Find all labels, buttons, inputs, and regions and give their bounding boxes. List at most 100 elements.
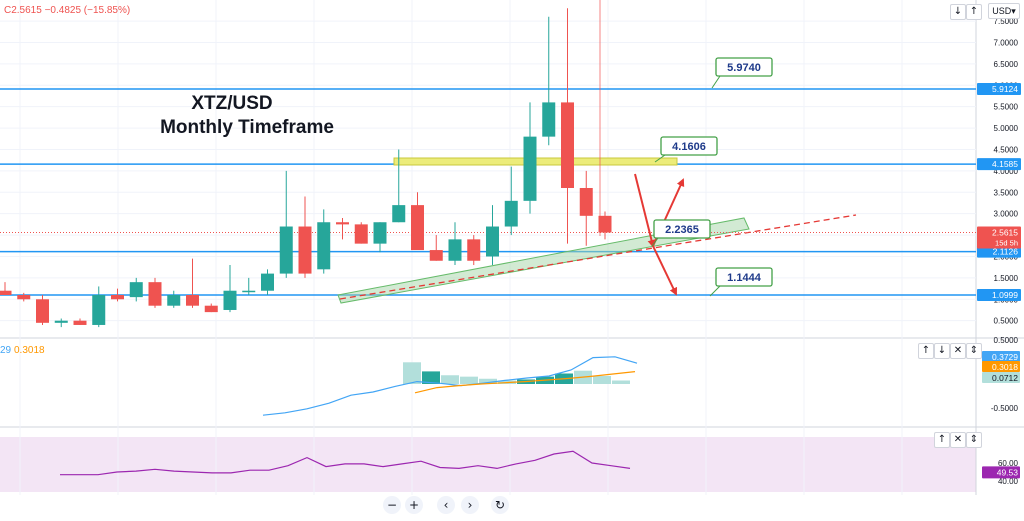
callout-box bbox=[715, 57, 773, 77]
rsi-axis-tick: 40.00 bbox=[998, 477, 1019, 486]
macd-pane bbox=[262, 356, 638, 416]
drawings[interactable] bbox=[0, 0, 976, 304]
red-arrow-down-to-support bbox=[634, 173, 656, 248]
price-axis-tick: 7.0000 bbox=[994, 38, 1019, 47]
level-price-label: 5.9124 bbox=[992, 84, 1018, 94]
bearish-candle bbox=[336, 222, 349, 225]
arrow-up-icon[interactable]: ↑ bbox=[966, 4, 982, 20]
bullish-candle bbox=[504, 200, 518, 227]
callout-box bbox=[660, 136, 718, 156]
close-icon[interactable]: ✕ bbox=[950, 432, 966, 448]
bearish-candle bbox=[598, 215, 612, 233]
level-price-badge bbox=[977, 158, 1021, 171]
macd-axis-tick: 0.5000 bbox=[994, 336, 1019, 345]
scroll-left-icon[interactable]: ‹ bbox=[437, 496, 455, 514]
bullish-candle bbox=[223, 290, 237, 310]
bearish-candle bbox=[298, 226, 312, 274]
bullish-candle bbox=[392, 205, 406, 223]
macd-value-badge bbox=[982, 351, 1020, 362]
macd-histogram-bar bbox=[422, 371, 440, 384]
macd-histogram-bar bbox=[403, 362, 421, 384]
bearish-candle bbox=[73, 320, 87, 325]
collapse-icon[interactable]: ⇕ bbox=[966, 343, 982, 359]
bearish-candle bbox=[186, 295, 199, 306]
level-price-label: 1.0999 bbox=[992, 290, 1018, 300]
bullish-candle bbox=[317, 222, 331, 270]
macd-value-label: 0.0712 bbox=[992, 373, 1018, 383]
price-axis-tick: 1.5000 bbox=[994, 274, 1019, 283]
bearish-candle bbox=[36, 299, 49, 323]
chart-title: XTZ/USD Monthly Timeframe bbox=[160, 93, 334, 138]
bullish-candle bbox=[486, 226, 499, 257]
bullish-candle bbox=[92, 295, 106, 325]
rsi-pane-background bbox=[0, 437, 976, 492]
bullish-candle bbox=[448, 239, 462, 261]
zoom-in-icon[interactable]: + bbox=[405, 496, 423, 514]
last-price-label: 2.5615 bbox=[992, 227, 1018, 237]
bullish-candle bbox=[279, 226, 293, 274]
title-line-1: XTZ/USD bbox=[191, 93, 272, 114]
drawings-front[interactable]: 5.9740 4.1606 2.2365 1.1444 bbox=[634, 57, 773, 297]
rsi-line bbox=[60, 450, 631, 476]
level-price-badge bbox=[977, 289, 1021, 302]
bearish-candle bbox=[579, 188, 593, 216]
reset-icon[interactable]: ↻ bbox=[491, 496, 509, 514]
price-axis-tick: 5.0000 bbox=[994, 124, 1019, 133]
bearish-candle bbox=[111, 295, 124, 300]
level-price-badge bbox=[977, 83, 1021, 96]
candles bbox=[0, 8, 612, 328]
macd-histogram-bar bbox=[479, 378, 497, 384]
move-down-icon[interactable]: ↓ bbox=[934, 343, 950, 359]
bearish-candle bbox=[429, 250, 443, 261]
price-axis-tick: 6.5000 bbox=[994, 60, 1019, 69]
price-axis[interactable]: 7.50007.00006.50006.00005.50005.00004.50… bbox=[977, 17, 1021, 486]
callout-box bbox=[653, 219, 711, 239]
bearish-candle bbox=[204, 305, 218, 313]
price-axis-tick: 4.5000 bbox=[994, 145, 1019, 154]
macd-signal-readout: 0.3018 bbox=[14, 345, 45, 356]
bullish-candle bbox=[261, 273, 274, 291]
bullish-candle bbox=[373, 222, 387, 244]
close-icon[interactable]: ✕ bbox=[950, 343, 966, 359]
bullish-candle bbox=[54, 320, 68, 323]
collapse-icon[interactable]: ⇕ bbox=[966, 432, 982, 448]
bullish-candle bbox=[129, 282, 143, 298]
currency-selector[interactable]: USD▾ bbox=[988, 3, 1020, 19]
price-axis-tick: 7.5000 bbox=[994, 17, 1019, 26]
rsi-pane bbox=[60, 450, 631, 476]
ascending-channel bbox=[337, 217, 750, 304]
macd-value-badge bbox=[982, 361, 1020, 372]
price-axis-tick: 0.5000 bbox=[994, 317, 1019, 326]
rsi-value-badge bbox=[982, 466, 1020, 479]
callout-box bbox=[715, 267, 773, 287]
bearish-candle bbox=[0, 290, 12, 295]
bearish-candle bbox=[148, 282, 162, 306]
level-price-badge bbox=[977, 245, 1021, 258]
bearish-candle bbox=[561, 102, 574, 188]
title-line-2: Monthly Timeframe bbox=[160, 117, 334, 138]
move-up-icon[interactable]: ↑ bbox=[918, 343, 934, 359]
macd-line bbox=[262, 356, 638, 416]
price-axis-tick: 3.5000 bbox=[994, 188, 1019, 197]
ohlc-readout: C2.5615 −0.4825 (−15.85%) bbox=[4, 5, 131, 16]
arrow-down-icon[interactable]: ↓ bbox=[950, 4, 966, 20]
dashed-trendline bbox=[339, 214, 857, 300]
rsi-value-label: 49.53 bbox=[997, 467, 1019, 477]
price-axis-tick: 4.0000 bbox=[994, 167, 1019, 176]
scroll-right-icon[interactable]: › bbox=[461, 496, 479, 514]
move-up-icon[interactable]: ↑ bbox=[934, 432, 950, 448]
macd-value-label: 0.3729 bbox=[992, 352, 1018, 362]
bearish-candle bbox=[17, 295, 31, 300]
macd-histogram-bar bbox=[441, 375, 459, 384]
callout-leader bbox=[711, 75, 721, 89]
rsi-axis-tick: 60.00 bbox=[998, 459, 1019, 468]
macd-params: 29 bbox=[0, 345, 12, 356]
price-axis-tick: 5.5000 bbox=[994, 103, 1019, 112]
callout-leader bbox=[654, 154, 666, 163]
zoom-out-icon[interactable]: − bbox=[383, 496, 401, 514]
callout-label: 1.1444 bbox=[727, 272, 762, 284]
red-arrow-bearish-target bbox=[652, 245, 678, 296]
callout-label: 2.2365 bbox=[665, 224, 699, 236]
